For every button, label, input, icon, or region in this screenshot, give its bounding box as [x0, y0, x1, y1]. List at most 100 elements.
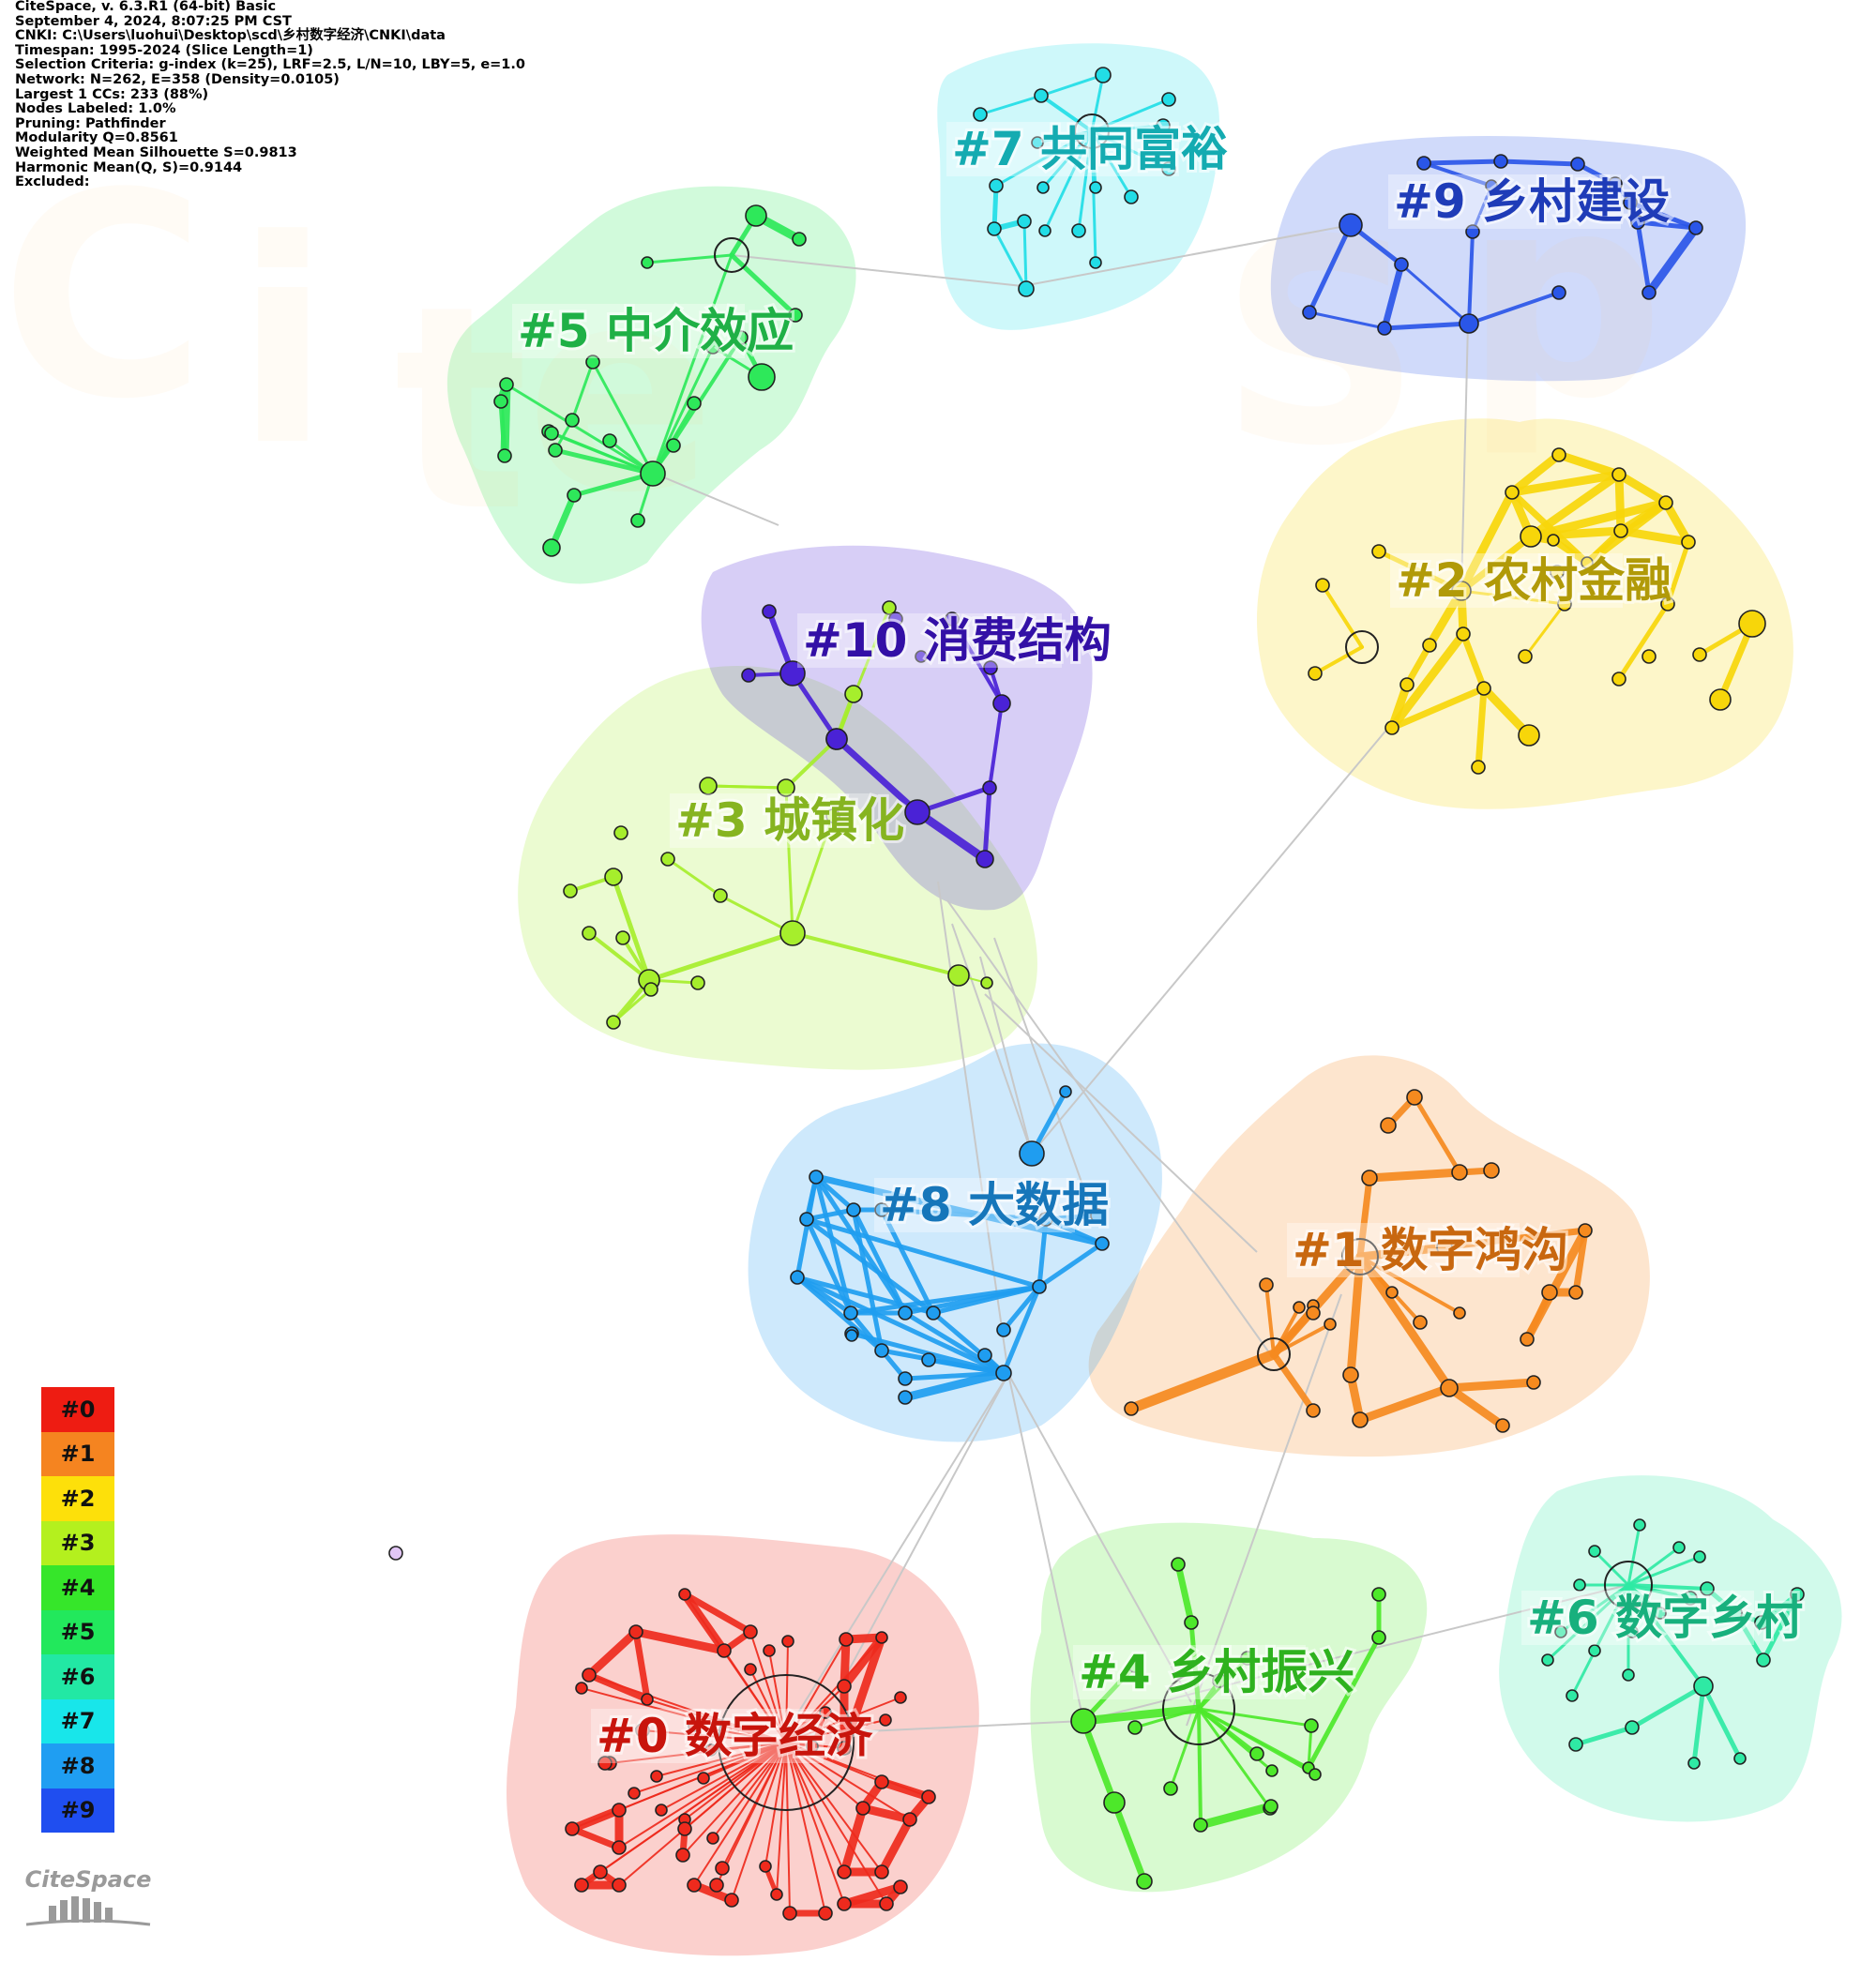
node-c7[interactable] — [973, 107, 988, 122]
node-c0[interactable] — [715, 1861, 730, 1876]
node-c8[interactable] — [898, 1305, 913, 1321]
node-c0[interactable] — [675, 1848, 690, 1863]
node-c1[interactable] — [1436, 1239, 1453, 1256]
node-c7[interactable] — [1038, 224, 1051, 237]
node-c1[interactable] — [1385, 1286, 1399, 1299]
node-c0[interactable] — [724, 1893, 739, 1908]
node-c2[interactable] — [1505, 485, 1520, 500]
node-c2[interactable] — [1681, 535, 1696, 550]
node-c8[interactable] — [1059, 1085, 1072, 1098]
node-c10[interactable] — [983, 660, 998, 675]
node-c6[interactable] — [1588, 1644, 1601, 1657]
node-c2[interactable] — [1692, 647, 1707, 662]
node-c7[interactable] — [989, 178, 1004, 193]
node-c1[interactable] — [1520, 1332, 1535, 1347]
node-c7[interactable] — [987, 221, 1002, 236]
node-c1[interactable] — [1495, 1418, 1510, 1433]
node-c0[interactable] — [819, 1706, 832, 1719]
node-c0[interactable] — [781, 1635, 794, 1648]
node-c1[interactable] — [1352, 1411, 1369, 1428]
node-c8[interactable] — [1038, 1212, 1053, 1227]
node-c1[interactable] — [1578, 1223, 1593, 1238]
node-c6[interactable] — [1566, 1689, 1579, 1702]
node-c4[interactable] — [1127, 1658, 1142, 1673]
node-c7[interactable] — [1018, 280, 1035, 297]
node-c6[interactable] — [1568, 1737, 1583, 1752]
node-c8[interactable] — [1095, 1236, 1110, 1251]
node-c2[interactable] — [1476, 681, 1491, 696]
node-c6[interactable] — [1754, 1615, 1769, 1630]
node-c6[interactable] — [1625, 1720, 1640, 1735]
node-c2[interactable] — [1660, 596, 1675, 611]
node-c1[interactable] — [1541, 1284, 1558, 1301]
node-c9[interactable] — [1623, 195, 1638, 210]
node-c6[interactable] — [1733, 1752, 1747, 1765]
node-c0[interactable] — [706, 1832, 719, 1845]
node-c0[interactable] — [874, 1774, 889, 1789]
node-c7[interactable] — [1089, 256, 1102, 269]
node-c0[interactable] — [743, 1624, 758, 1639]
node-c0[interactable] — [697, 1772, 710, 1785]
node-c1[interactable] — [1413, 1315, 1428, 1330]
node-c0[interactable] — [598, 1756, 613, 1771]
node-c3[interactable] — [582, 926, 597, 941]
node-c2[interactable] — [1611, 672, 1626, 687]
node-c2[interactable] — [1345, 630, 1379, 664]
node-c10[interactable] — [992, 694, 1011, 713]
node-c0[interactable] — [565, 1821, 580, 1836]
node-c2[interactable] — [1738, 610, 1766, 638]
node-c8[interactable] — [846, 1202, 861, 1217]
node-c7[interactable] — [1156, 118, 1171, 133]
node-c2[interactable] — [1551, 447, 1566, 462]
node-c8[interactable] — [926, 1305, 941, 1321]
node-c8[interactable] — [977, 1348, 992, 1363]
node-c0[interactable] — [902, 1812, 917, 1827]
cluster-label-c6[interactable]: #6 数字乡村 — [1524, 1588, 1806, 1648]
node-c6[interactable] — [1588, 1545, 1601, 1558]
node-c1[interactable] — [1324, 1318, 1337, 1331]
node-c9[interactable] — [1570, 157, 1585, 172]
node-c5[interactable] — [641, 256, 654, 269]
node-c0[interactable] — [717, 1643, 732, 1658]
node-c5[interactable] — [705, 340, 720, 355]
node-c1[interactable] — [1440, 1379, 1459, 1397]
node-c5[interactable] — [687, 396, 702, 411]
node-c0[interactable] — [612, 1840, 627, 1855]
node-c6[interactable] — [1573, 1578, 1586, 1592]
node-c0[interactable] — [635, 1723, 650, 1738]
node-c0[interactable] — [744, 1663, 757, 1676]
node-c1[interactable] — [1361, 1170, 1378, 1186]
node-c9[interactable] — [1302, 305, 1317, 320]
node-c4[interactable] — [1136, 1873, 1153, 1890]
node-c8[interactable] — [1019, 1140, 1045, 1167]
node-c4[interactable] — [1309, 1768, 1322, 1781]
node-c0[interactable] — [678, 1588, 691, 1601]
node-c9[interactable] — [1642, 285, 1657, 300]
node-c6[interactable] — [1554, 1625, 1567, 1638]
node-c3[interactable] — [613, 825, 628, 840]
node-c5[interactable] — [714, 237, 749, 273]
node-c3[interactable] — [690, 975, 705, 990]
node-c3[interactable] — [615, 930, 630, 945]
node-c2[interactable] — [1557, 596, 1572, 611]
node-c7[interactable] — [1161, 161, 1176, 176]
node-c1[interactable] — [1124, 1401, 1139, 1416]
node-c9[interactable] — [1394, 257, 1409, 272]
node-c10[interactable] — [976, 850, 994, 868]
node-c3[interactable] — [844, 685, 863, 703]
node-c3[interactable] — [563, 883, 578, 898]
node-c7[interactable] — [1095, 67, 1112, 83]
cluster-label-c7[interactable]: #7 共同富裕 — [949, 119, 1231, 179]
node-c3[interactable] — [947, 964, 970, 987]
node-c3[interactable] — [713, 888, 728, 903]
node-c5[interactable] — [640, 460, 666, 487]
node-c9[interactable] — [1459, 313, 1479, 334]
node-c3[interactable] — [699, 777, 718, 795]
node-c3[interactable] — [980, 976, 993, 989]
node-c10[interactable] — [741, 668, 756, 683]
node-c1[interactable] — [1483, 1162, 1500, 1179]
cluster-label-c0[interactable]: #0 数字经济 — [594, 1706, 876, 1766]
node-c6[interactable] — [1756, 1653, 1771, 1668]
node-c9[interactable] — [1608, 176, 1623, 191]
